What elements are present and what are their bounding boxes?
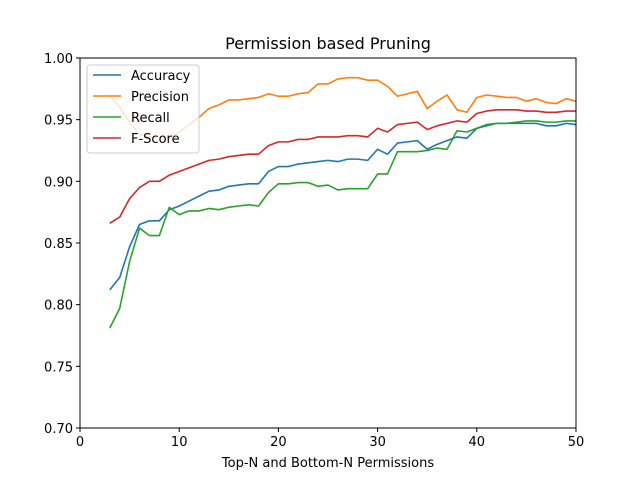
legend-entry: Precision (131, 90, 189, 105)
y-tick-label: 0.70 (44, 422, 73, 437)
legend-entry: Recall (131, 111, 170, 126)
series-line-f-score (109, 109, 576, 224)
legend: Accuracy Precision Recall F-Score (86, 64, 200, 154)
x-tick-label: 40 (469, 435, 486, 450)
x-tick-label: 10 (171, 435, 188, 450)
x-tick-label: 0 (76, 435, 84, 450)
x-tick-label: 50 (568, 435, 585, 450)
y-axis-ticks: 0.70 0.75 0.80 0.85 0.90 0.95 1.00 (44, 52, 80, 437)
y-tick-label: 0.85 (44, 237, 73, 252)
y-tick-label: 0.95 (44, 114, 73, 129)
legend-box (86, 64, 200, 154)
chart-title: Permission based Pruning (225, 34, 431, 53)
legend-entry: Accuracy (131, 69, 191, 84)
x-axis-label: Top-N and Bottom-N Permissions (221, 456, 434, 471)
legend-entry: F-Score (131, 132, 180, 147)
y-tick-label: 0.80 (44, 299, 73, 314)
y-tick-label: 0.90 (44, 175, 73, 190)
y-tick-label: 1.00 (44, 52, 73, 67)
x-tick-label: 20 (270, 435, 287, 450)
y-tick-label: 0.75 (44, 360, 73, 375)
x-axis-ticks: 0 10 20 30 40 50 (76, 428, 584, 450)
series-line-recall (109, 120, 576, 329)
x-tick-label: 30 (369, 435, 386, 450)
